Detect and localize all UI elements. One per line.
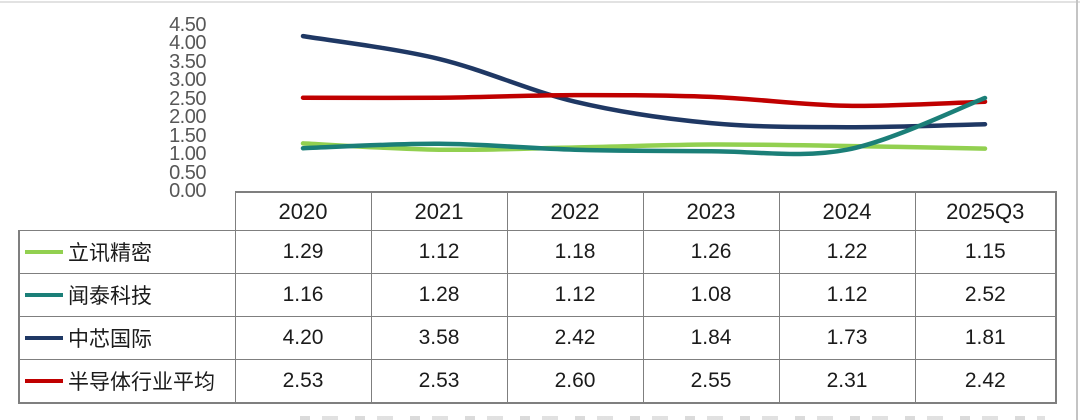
value-cell: 1.28 — [370, 273, 508, 317]
frame-top-border — [0, 1, 1080, 3]
value-cell: 1.12 — [778, 273, 916, 317]
value-cell: 2.52 — [914, 273, 1057, 317]
table-row: 半导体行业平均 2.53 2.53 2.60 2.55 2.31 2.42 — [18, 359, 1057, 404]
year-column-header: 2020 — [234, 191, 372, 231]
value-cell: 1.08 — [642, 273, 780, 317]
value-cell: 1.16 — [234, 273, 372, 317]
value-cell: 1.12 — [370, 230, 508, 274]
y-axis-tick-label: 2.50 — [169, 87, 206, 110]
series-line-2 — [300, 33, 988, 130]
y-axis-tick-label: 4.50 — [169, 14, 206, 36]
y-axis-tick-label: 1.00 — [169, 143, 206, 166]
value-cell: 2.55 — [642, 359, 780, 404]
data-table: 2020 2021 2022 2023 2024 2025Q3 立讯精密 1.29 1.12 1… — [18, 191, 1057, 404]
value-cell: 3.58 — [370, 316, 508, 360]
year-column-header: 2025Q3 — [914, 191, 1057, 231]
series-name: 闻泰科技 — [68, 285, 152, 308]
series-label-cell: 立讯精密 — [18, 230, 236, 274]
frame-right-border — [1076, 0, 1078, 420]
value-cell: 1.15 — [914, 230, 1057, 274]
legend-line-swatch — [25, 292, 63, 298]
value-cell: 1.18 — [506, 230, 644, 274]
series-label-cell: 闻泰科技 — [18, 273, 236, 317]
value-cell: 1.22 — [778, 230, 916, 274]
legend-line-swatch — [25, 249, 63, 255]
series-name: 半导体行业平均 — [68, 371, 215, 394]
year-column-header: 2024 — [778, 191, 916, 231]
value-cell: 1.73 — [778, 316, 916, 360]
value-cell: 1.26 — [642, 230, 780, 274]
value-cell: 2.60 — [506, 359, 644, 404]
y-axis-tick-label: 1.50 — [169, 124, 206, 147]
table-row: 立讯精密 1.29 1.12 1.18 1.26 1.22 1.15 — [18, 230, 1057, 274]
value-cell: 2.53 — [234, 359, 372, 404]
series-name: 立讯精密 — [68, 242, 152, 265]
value-cell: 1.12 — [506, 273, 644, 317]
series-line-1 — [300, 95, 988, 157]
value-cell: 2.42 — [506, 316, 644, 360]
value-cell: 2.31 — [778, 359, 916, 404]
series-label-cell: 半导体行业平均 — [18, 359, 236, 404]
legend-line-swatch — [25, 378, 63, 384]
y-axis-tick-label: 4.00 — [169, 32, 206, 55]
value-cell: 2.42 — [914, 359, 1057, 404]
y-axis: 4.50 4.00 3.50 3.00 2.50 2.00 1.50 1.00 0.50 0.00 — [138, 0, 206, 210]
table-row: 中芯国际 4.20 3.58 2.42 1.84 1.73 1.81 — [18, 316, 1057, 360]
value-cell: 1.29 — [234, 230, 372, 274]
cutoff-caption-remnant — [300, 416, 1045, 420]
year-column-header: 2023 — [642, 191, 780, 231]
y-axis-tick-label: 2.00 — [169, 106, 206, 129]
y-axis-tick-label: 3.50 — [169, 50, 206, 73]
y-axis-tick-label: 3.00 — [169, 69, 206, 92]
legend-line-swatch — [25, 335, 63, 341]
value-cell: 4.20 — [234, 316, 372, 360]
series-label-cell: 中芯国际 — [18, 316, 236, 360]
year-column-header: 2022 — [506, 191, 644, 231]
y-axis-tick-label: 0.50 — [169, 161, 206, 184]
series-name: 中芯国际 — [68, 328, 152, 351]
table-header-row: 2020 2021 2022 2023 2024 2025Q3 — [19, 191, 1057, 231]
year-column-header: 2021 — [370, 191, 508, 231]
series-line-3 — [300, 92, 988, 109]
value-cell: 1.81 — [914, 316, 1057, 360]
y-axis-tick-label: 0.00 — [169, 180, 206, 202]
value-cell: 1.84 — [642, 316, 780, 360]
table-corner-cell — [19, 192, 235, 231]
table-row: 闻泰科技 1.16 1.28 1.12 1.08 1.12 2.52 — [18, 273, 1057, 317]
value-cell: 2.53 — [370, 359, 508, 404]
